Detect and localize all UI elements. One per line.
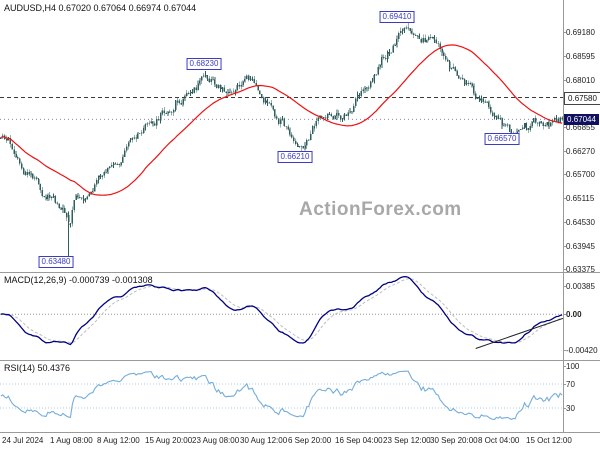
- rsi-tick-label: 100: [566, 362, 580, 371]
- candlestick-price-plot: [0, 22, 563, 265]
- rsi-line: [0, 370, 563, 421]
- date-label: 30 Aug 12:00: [240, 436, 288, 445]
- current-price-box: 0.67044: [564, 114, 599, 125]
- rsi-tick: [563, 384, 566, 385]
- price-tick-label: 0.65700: [566, 170, 595, 179]
- date-label: 6 Sep 20:00: [288, 436, 332, 445]
- price-tick: [563, 198, 566, 199]
- swing-label: 0.66570: [484, 133, 520, 145]
- price-tick: [563, 246, 566, 247]
- price-tick-label: 0.68595: [566, 52, 595, 61]
- candle-wicks: [0, 22, 563, 265]
- price-tick-label: 0.63945: [566, 242, 595, 251]
- date-label: 8 Aug 12:00: [97, 436, 140, 445]
- date-label: 8 Oct 04:00: [478, 436, 520, 445]
- macd-tick: [563, 314, 566, 315]
- price-tick-label: 0.64530: [566, 218, 595, 227]
- price-tick: [563, 80, 566, 81]
- date-label: 16 Sep 04:00: [335, 436, 383, 445]
- macd-tick-label: -0.00420: [566, 346, 598, 355]
- macd-tick: [563, 286, 566, 287]
- price-tick: [563, 269, 566, 270]
- price-tick-label: 0.65115: [566, 194, 595, 203]
- price-tick: [563, 174, 566, 175]
- price-tick-label: 0.68010: [566, 76, 595, 85]
- rsi-plot: [0, 370, 563, 421]
- price-tick: [563, 151, 566, 152]
- candle-bodies: [0, 27, 563, 226]
- price-axis-line: [563, 0, 564, 432]
- symbol-ohlc-title: AUDUSD,H4 0.67020 0.67064 0.66974 0.6704…: [4, 3, 197, 13]
- rsi-indicator-label: RSI(14) 50.4376: [4, 363, 71, 373]
- price-tick-label: 0.69180: [566, 28, 595, 37]
- panel-separator: [0, 360, 600, 361]
- rsi-tick: [563, 366, 566, 367]
- date-label: 23 Aug 08:00: [192, 436, 240, 445]
- swing-label: 0.69410: [379, 11, 415, 23]
- macd-signal-line: [0, 278, 563, 344]
- price-tick: [563, 56, 566, 57]
- macd-main-line: [0, 275, 563, 346]
- panel-separator: [0, 272, 600, 273]
- rsi-tick-label: 70: [566, 380, 575, 389]
- price-tick-label: 0.66855: [566, 123, 595, 132]
- date-label: 1 Aug 08:00: [50, 436, 93, 445]
- date-label: 23 Sep 12:00: [383, 436, 431, 445]
- macd-trendline: [475, 317, 563, 349]
- price-tick: [563, 127, 566, 128]
- rsi-tick-label: 30: [566, 404, 575, 413]
- macd-tick-label: 0.00: [566, 310, 582, 319]
- price-tick: [563, 222, 566, 223]
- price-tick: [563, 32, 566, 33]
- macd-tick: [563, 350, 566, 351]
- red-moving-average-line: [0, 44, 563, 196]
- level-price-box: 0.67580: [564, 92, 600, 105]
- macd-plot: [0, 275, 563, 349]
- swing-label: 0.68230: [186, 58, 222, 70]
- swing-label: 0.63480: [38, 256, 74, 268]
- time-axis-separator: [0, 432, 600, 433]
- swing-label: 0.66210: [277, 151, 313, 163]
- price-tick-label: 0.66270: [566, 147, 595, 156]
- date-label: 30 Sep 20:00: [430, 436, 478, 445]
- macd-tick-label: 0.00385: [566, 282, 595, 291]
- date-label: 15 Aug 20:00: [145, 436, 193, 445]
- macd-indicator-label: MACD(12,26,9) -0.000739 -0.001308: [4, 275, 153, 285]
- rsi-tick: [563, 408, 566, 409]
- price-tick-label: 0.63375: [566, 265, 595, 274]
- date-label: 24 Jul 2024: [2, 436, 44, 445]
- date-label: 15 Oct 12:00: [526, 436, 572, 445]
- watermark: ActionForex.com: [299, 199, 462, 220]
